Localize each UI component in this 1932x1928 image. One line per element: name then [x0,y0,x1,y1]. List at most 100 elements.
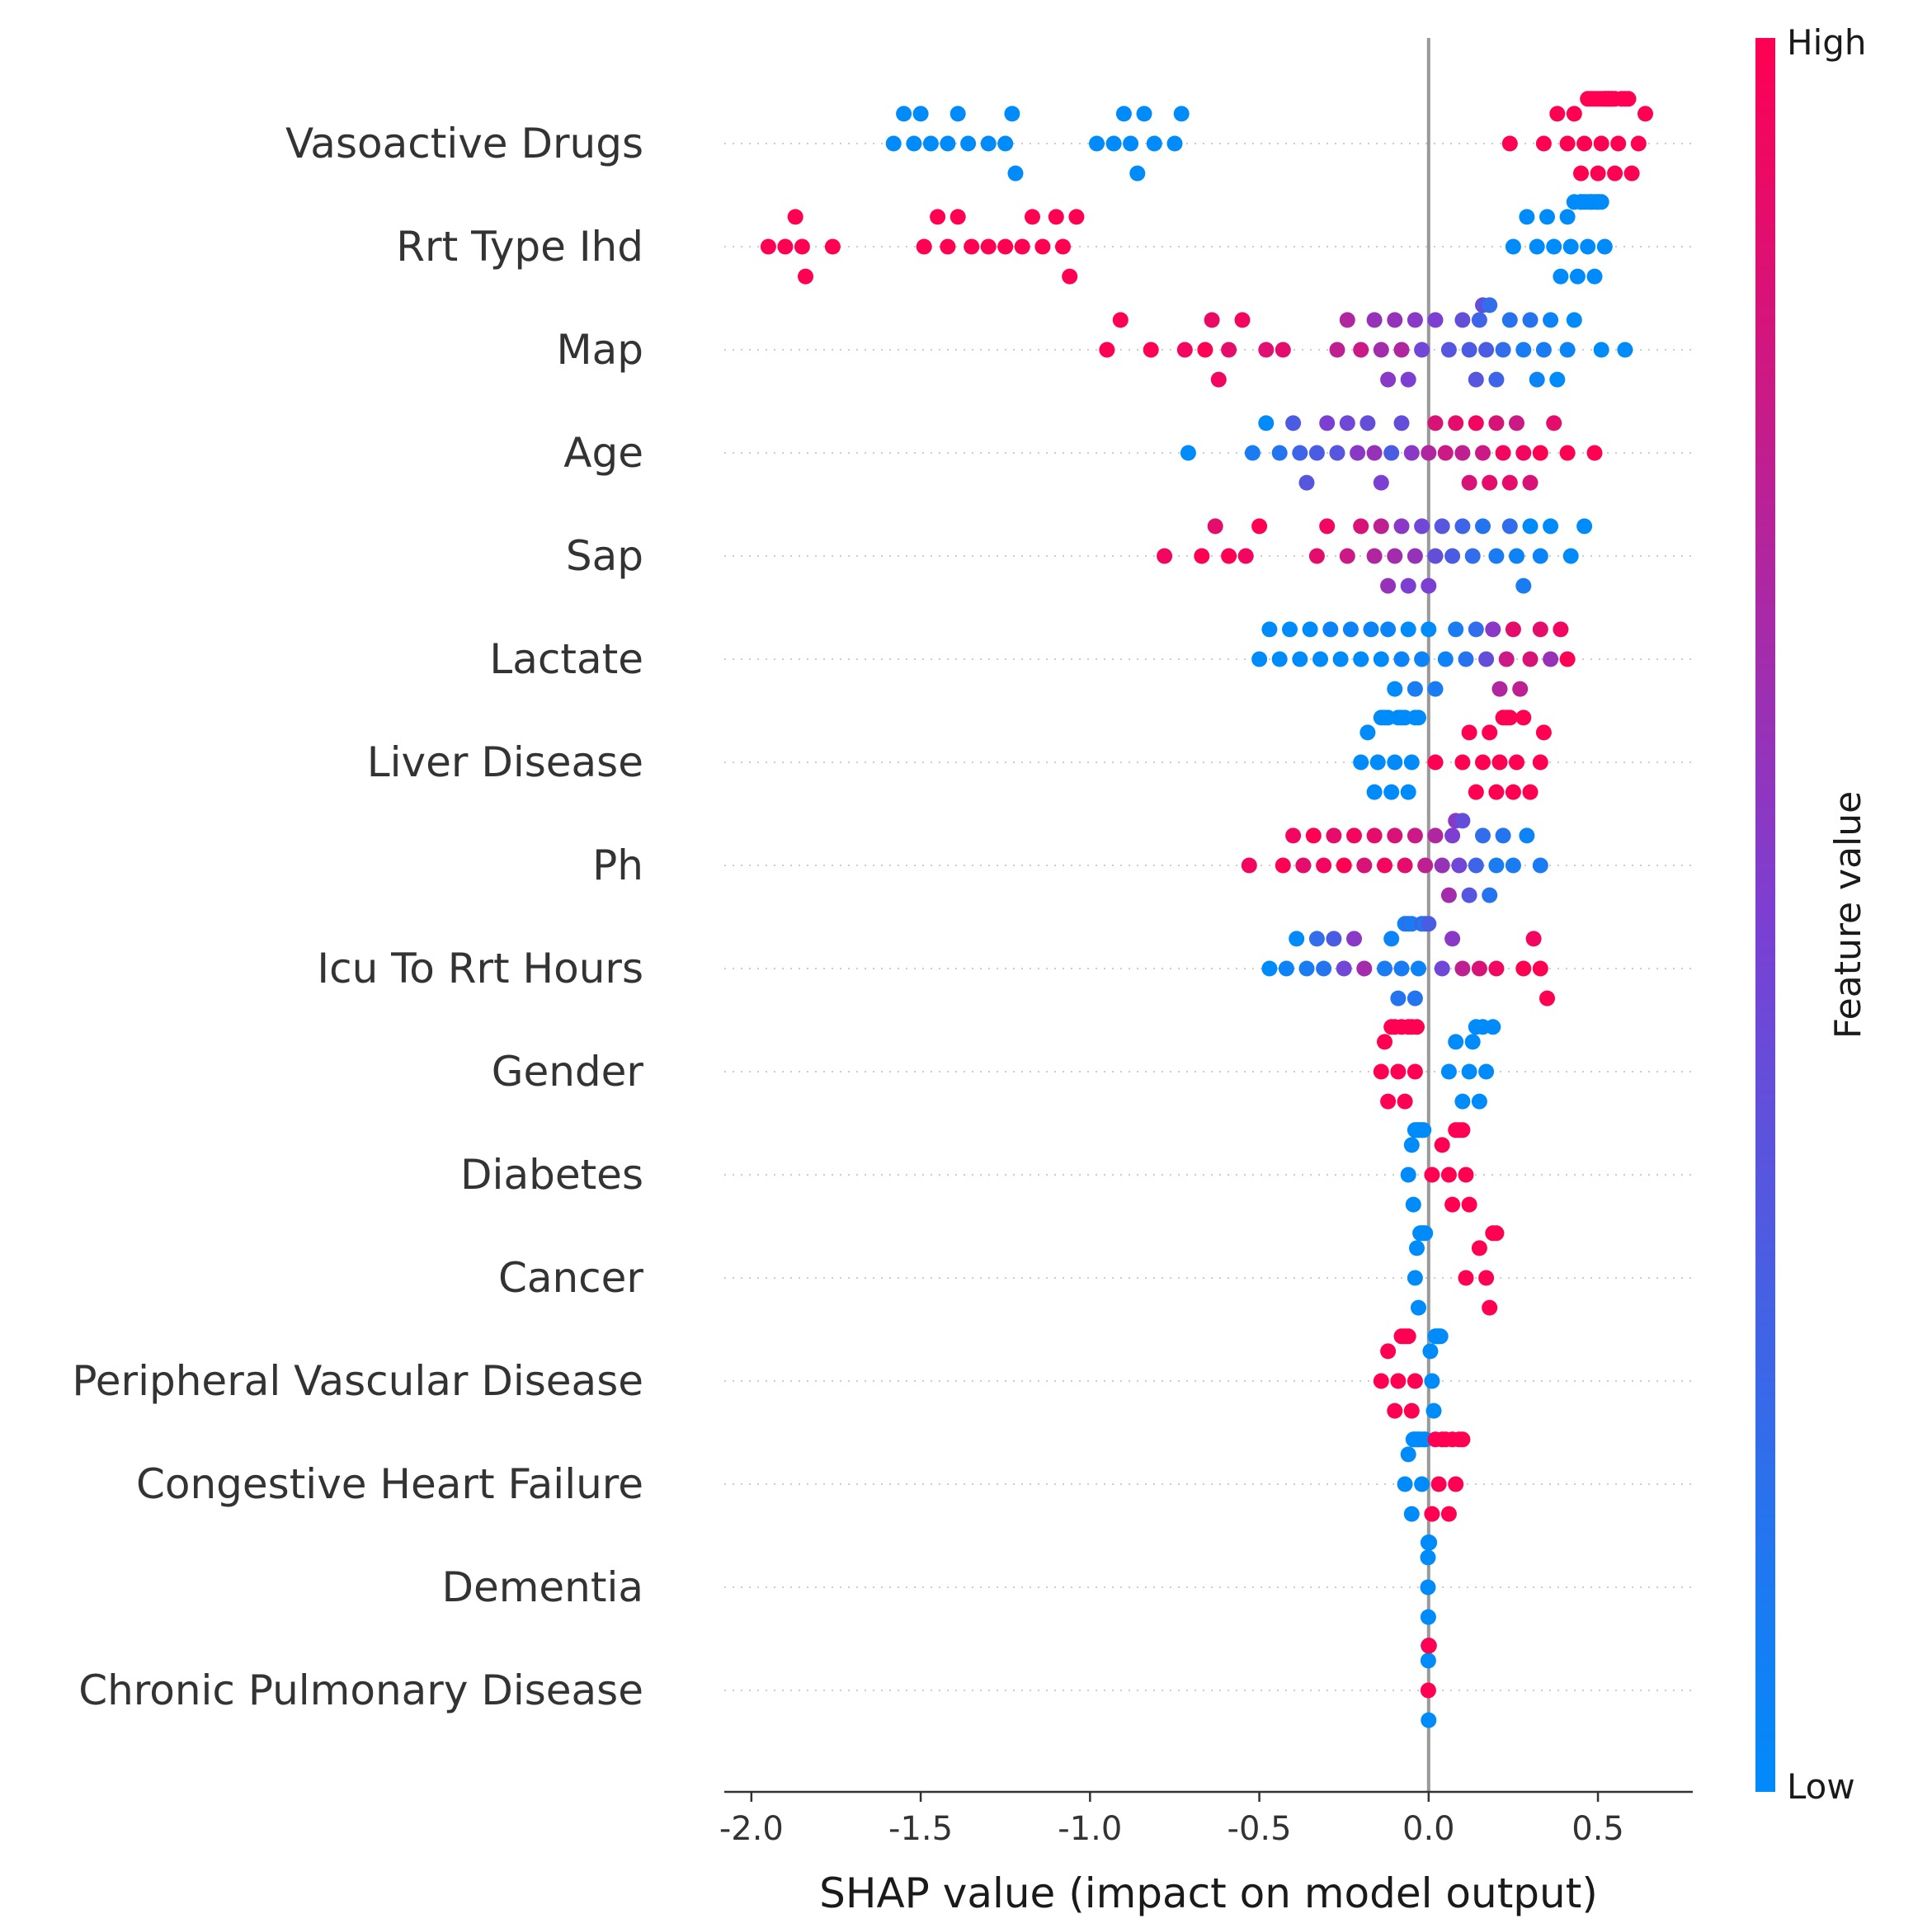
shap-point [885,135,902,152]
shap-point [1444,931,1461,947]
shap-point [1129,165,1146,181]
shap-point [1535,724,1552,741]
shap-point [1346,931,1362,947]
shap-point [1562,238,1579,255]
shap-point [1559,445,1576,461]
x-tick-label: -1.5 [888,1810,953,1848]
shap-point [1302,621,1318,638]
shap-point [1569,268,1586,285]
shap-point [1271,651,1288,667]
shap-point [1491,754,1508,771]
shap-point [1387,548,1403,564]
shap-point [940,135,956,152]
shap-point [1482,474,1498,491]
shap-point [1285,415,1302,431]
shap-point [912,106,929,122]
feature-label: Gender [492,1048,644,1096]
feature-label: Sap [566,532,643,580]
feature-label: Lactate [489,635,643,683]
shap-point [1482,1299,1498,1316]
shap-point [1519,827,1535,844]
shap-point [1251,518,1268,535]
shap-point [1136,106,1152,122]
shap-point [1353,518,1369,535]
shap-point [1515,577,1532,594]
shap-point [1478,342,1495,358]
shap-point [1573,165,1589,181]
shap-point [1363,621,1379,638]
shap-point [1623,165,1640,181]
shap-point [1068,209,1085,225]
shap-point [1495,827,1511,844]
shap-point [940,238,956,255]
shap-point [1407,548,1423,564]
shap-point [1380,577,1397,594]
shap-point [1251,651,1268,667]
shap-point [1105,135,1122,152]
shap-point [1356,857,1373,874]
shap-point [1464,548,1481,564]
shap-point [1089,135,1105,152]
shap-point [916,238,932,255]
x-tick-label: 0.5 [1572,1810,1624,1848]
shap-point [1390,990,1407,1006]
shap-point [1278,960,1294,977]
shap-point [1261,621,1278,638]
row-guides [724,143,1693,1691]
shap-point [1244,445,1261,461]
shap-point [1373,1373,1389,1389]
shap-point [1411,1299,1426,1316]
shap-point [1475,445,1491,461]
shap-point [1143,342,1159,358]
shap-point [1407,1373,1423,1389]
shap-point [930,209,946,225]
shap-point [1448,1034,1464,1050]
shap-point [1420,1609,1436,1625]
shap-point [1400,1446,1416,1463]
shap-point [1478,1063,1495,1080]
feature-label: Congestive Heart Failure [136,1460,643,1508]
shap-point [1403,445,1420,461]
shap-point [1461,1063,1477,1080]
shap-point [1295,857,1312,874]
shap-point [1427,548,1444,564]
shap-point [1380,1343,1397,1360]
colorbar-title: Feature value [1827,791,1869,1039]
shap-point [1285,827,1302,844]
shap-point [1316,960,1332,977]
shap-point [1282,621,1298,638]
shap-point [1305,827,1322,844]
shap-point [1535,342,1552,358]
shap-point [1427,681,1444,697]
shap-point [1495,445,1511,461]
shap-point [1373,474,1389,491]
shap-point [1146,135,1162,152]
shap-point [1237,548,1254,564]
shap-point [1532,960,1548,977]
shap-point [1180,445,1196,461]
shap-point [1515,342,1532,358]
shap-point [1448,415,1464,431]
shap-point [1034,238,1051,255]
shap-point [1532,857,1548,874]
shap-point [1411,960,1426,977]
shap-point [1637,106,1653,122]
shap-point [1593,194,1609,210]
shap-point [1166,135,1183,152]
shap-point [1099,342,1115,358]
shap-point [1359,724,1376,741]
shap-point [1407,990,1423,1006]
shap-point [1471,312,1487,328]
shap-point [1421,621,1437,638]
shap-point [1576,135,1593,152]
shap-point [1488,857,1505,874]
shap-point [1559,651,1576,667]
shap-point [1393,960,1410,977]
shap-point [1366,312,1383,328]
shap-point [1522,312,1539,328]
shap-point [1553,621,1569,638]
feature-label: Cancer [498,1254,643,1302]
shap-point [1444,827,1461,844]
shap-point [1525,931,1542,947]
shap-point [1393,651,1410,667]
